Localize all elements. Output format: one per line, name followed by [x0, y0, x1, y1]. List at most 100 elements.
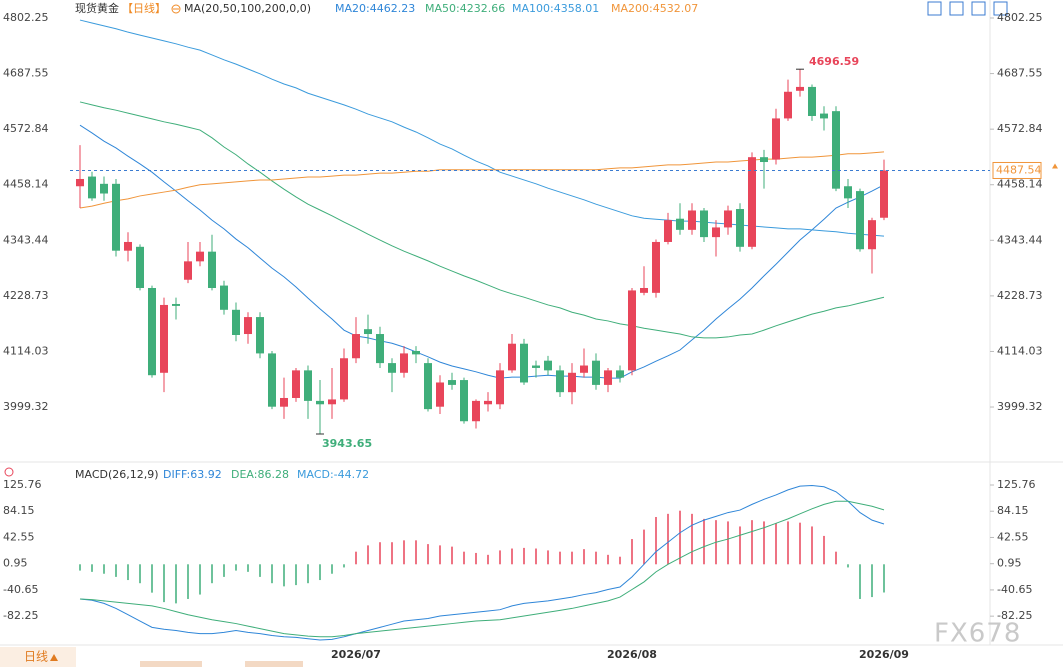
tool-icon[interactable] — [993, 1, 1008, 16]
macd-bar — [727, 521, 729, 565]
macd-bar — [151, 564, 153, 593]
candle-body — [364, 329, 372, 335]
macd-bar — [235, 564, 237, 571]
candle-body — [724, 210, 732, 228]
candle-body — [880, 170, 888, 218]
macd-bar — [295, 564, 297, 586]
candle-body — [436, 382, 444, 407]
last-price-arrow — [1052, 163, 1058, 169]
period-button-label: 日线 — [24, 650, 48, 664]
candle-body — [400, 353, 408, 373]
macd-bar — [391, 542, 393, 565]
macd-bar — [667, 513, 669, 565]
macd-bar — [187, 564, 189, 599]
candle-body — [172, 303, 180, 306]
chart-title: 现货黄金 — [75, 1, 119, 15]
macd-bar — [103, 564, 105, 574]
y-tick-label: 4572.84 — [3, 122, 49, 135]
candle-body — [604, 370, 612, 385]
candle-body — [736, 209, 744, 247]
candle-body — [844, 186, 852, 199]
macd-bar — [703, 518, 705, 565]
macd-bar — [847, 564, 849, 568]
y-tick-label: 3999.32 — [997, 400, 1043, 413]
y-tick-label: 4228.73 — [997, 289, 1043, 302]
macd-bar — [655, 516, 657, 565]
y-tick-label: -82.25 — [997, 609, 1032, 622]
macd-bar — [175, 564, 177, 604]
candle-body — [448, 380, 456, 385]
macd-bar — [259, 564, 261, 577]
macd-bar — [787, 521, 789, 565]
tool-icon[interactable] — [927, 1, 942, 16]
macd-bar — [775, 523, 777, 565]
macd-bar — [547, 550, 549, 565]
macd-bar — [499, 550, 501, 565]
macd-bar — [523, 547, 525, 565]
macd-bar — [91, 564, 93, 572]
candle-body — [856, 191, 864, 250]
candle-body — [784, 91, 792, 119]
tool-icon[interactable] — [971, 1, 986, 16]
candle-body — [304, 370, 312, 401]
y-tick-label: -40.65 — [997, 583, 1032, 596]
y-tick-label: -40.65 — [3, 583, 38, 596]
toggle-icon[interactable] — [171, 4, 181, 14]
macd-bar — [619, 556, 621, 565]
macd-bar — [367, 545, 369, 565]
y-tick-label: 4114.03 — [997, 344, 1043, 357]
macd-bar — [607, 554, 609, 565]
macd-bar — [559, 551, 561, 565]
period-button-arrow — [50, 654, 58, 661]
macd-bar — [403, 540, 405, 565]
period-button[interactable] — [0, 647, 76, 667]
macd-bar — [583, 549, 585, 565]
y-tick-label: 0.95 — [3, 557, 28, 570]
macd-bar — [331, 564, 333, 574]
candle-body — [556, 370, 564, 393]
last-price-box — [992, 161, 1042, 179]
macd-bar — [223, 564, 225, 577]
macd-line — [79, 484, 885, 641]
macd-bar — [739, 526, 741, 565]
legend-entry: DIFF:63.92 — [163, 468, 222, 481]
candle-body — [676, 218, 684, 230]
candle-body — [640, 287, 648, 293]
toolbar — [927, 1, 1008, 16]
candle-body — [412, 350, 420, 355]
candle-body — [580, 365, 588, 373]
scroll-thumb[interactable] — [140, 661, 202, 667]
macd-bar — [211, 564, 213, 584]
y-tick-label: 4343.44 — [997, 233, 1043, 246]
legend-entry: MACD:-44.72 — [297, 468, 369, 481]
ma-line — [79, 124, 885, 379]
tool-icon[interactable] — [949, 1, 964, 16]
y-tick-label: 42.55 — [3, 530, 35, 543]
y-tick-label: 4114.03 — [3, 344, 49, 357]
candle-body — [532, 365, 540, 368]
scroll-thumb[interactable] — [245, 661, 303, 667]
period-label: 【日线】 — [122, 1, 166, 15]
candle-body — [76, 178, 84, 187]
candle-body — [424, 363, 432, 410]
candle-body — [148, 287, 156, 376]
macd-icon[interactable] — [4, 467, 14, 477]
macd-line — [79, 500, 885, 638]
macd-bar — [307, 564, 309, 584]
candle-body — [568, 372, 576, 393]
candle-body — [268, 353, 276, 407]
candle-body — [124, 241, 132, 251]
macd-bar — [283, 564, 285, 587]
y-tick-label: 84.15 — [3, 504, 35, 517]
candle-body — [460, 380, 468, 422]
candle-body — [280, 397, 288, 407]
macd-bar — [439, 545, 441, 565]
y-tick-label: 42.55 — [997, 530, 1029, 543]
macd-bar — [271, 564, 273, 584]
candle-body — [184, 261, 192, 280]
ma-line — [79, 19, 885, 237]
y-tick-label: 4802.25 — [997, 11, 1043, 24]
y-tick-label: 84.15 — [997, 504, 1029, 517]
candle-body — [88, 176, 96, 199]
y-tick-label: -82.25 — [3, 609, 38, 622]
